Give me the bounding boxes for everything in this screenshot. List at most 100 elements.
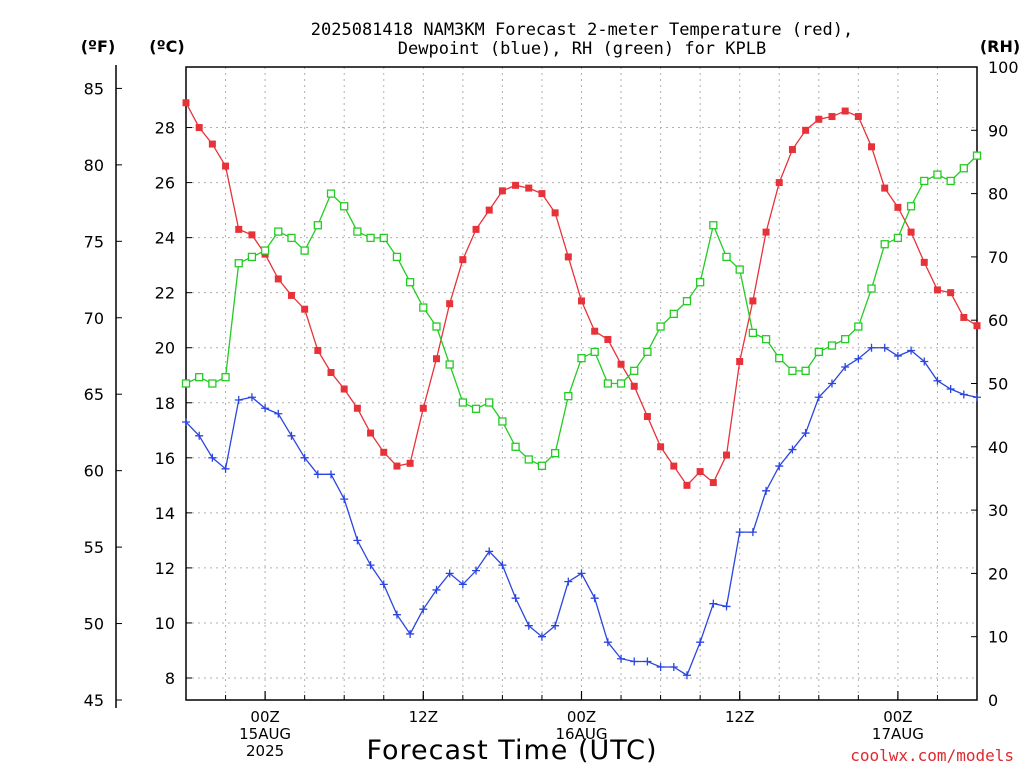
dewpoint-point bbox=[340, 495, 349, 504]
rh-point bbox=[775, 354, 784, 363]
celsius-tick-label: 20 bbox=[155, 339, 175, 358]
dewpoint-point bbox=[327, 470, 336, 479]
dewpoint-point bbox=[788, 445, 797, 454]
temperature-point bbox=[960, 313, 968, 321]
rh-point bbox=[972, 151, 982, 160]
temperature-point bbox=[920, 258, 928, 266]
rh-point bbox=[906, 202, 916, 211]
rh-point bbox=[458, 398, 468, 407]
x-tick-label: 15AUG bbox=[239, 725, 291, 743]
rh-point bbox=[696, 278, 705, 287]
unit-celsius-label: (ºC) bbox=[149, 37, 184, 56]
temperature-point bbox=[235, 225, 243, 233]
temperature-point bbox=[314, 346, 322, 354]
dewpoint-point bbox=[419, 605, 428, 614]
temperature-point bbox=[459, 256, 467, 264]
rh-point bbox=[656, 322, 665, 331]
celsius-tick-label: 10 bbox=[155, 614, 175, 633]
temperature-point bbox=[208, 140, 216, 148]
x-tick-label: 17AUG bbox=[872, 725, 924, 743]
temperature-point bbox=[670, 462, 678, 470]
dewpoint-point bbox=[709, 599, 718, 608]
unit-fahrenheit-label: (ºF) bbox=[81, 37, 116, 56]
rh-point bbox=[867, 284, 876, 293]
rh-point bbox=[537, 461, 547, 470]
rh-point bbox=[801, 366, 810, 375]
rh-tick-label: 20 bbox=[988, 564, 1008, 583]
rh-tick-label: 60 bbox=[988, 311, 1008, 330]
rh-point bbox=[366, 233, 375, 243]
rh-point bbox=[405, 278, 415, 287]
fahrenheit-tick-label: 80 bbox=[84, 156, 104, 175]
rh-tick-label: 70 bbox=[988, 248, 1008, 267]
dewpoint-point bbox=[854, 354, 863, 363]
dewpoint-point bbox=[973, 393, 981, 402]
rh-series bbox=[181, 151, 982, 470]
temperature-point bbox=[643, 413, 651, 421]
temperature-point bbox=[604, 335, 612, 343]
rh-point bbox=[564, 392, 573, 401]
rh-point bbox=[920, 176, 929, 186]
fahrenheit-tick-label: 60 bbox=[84, 462, 104, 481]
dewpoint-point bbox=[406, 629, 415, 638]
rh-point bbox=[761, 335, 771, 344]
dewpoint-point bbox=[247, 393, 256, 402]
rh-point bbox=[603, 379, 613, 388]
dewpoint-point bbox=[617, 654, 626, 663]
rh-point bbox=[788, 366, 797, 375]
fahrenheit-tick-label: 65 bbox=[84, 385, 104, 404]
dewpoint-point bbox=[577, 569, 586, 578]
temperature-point bbox=[222, 162, 230, 170]
temperature-point bbox=[538, 190, 546, 198]
rh-point bbox=[300, 246, 309, 255]
temperature-point bbox=[683, 481, 691, 489]
temperature-point bbox=[380, 448, 388, 456]
rh-point bbox=[959, 164, 968, 173]
dewpoint-point bbox=[735, 528, 744, 537]
dewpoint-point bbox=[696, 638, 705, 647]
celsius-tick-label: 16 bbox=[155, 449, 175, 468]
dewpoint-point bbox=[195, 431, 204, 440]
temperature-point bbox=[709, 479, 717, 487]
dewpoint-point bbox=[827, 379, 836, 388]
dewpoint-point bbox=[933, 376, 942, 385]
temperature-point bbox=[802, 126, 810, 134]
fahrenheit-tick-label: 45 bbox=[84, 691, 104, 710]
dewpoint-point bbox=[946, 385, 955, 394]
dewpoint-point bbox=[801, 429, 810, 438]
celsius-tick-label: 24 bbox=[155, 229, 175, 248]
temperature-point bbox=[736, 357, 744, 365]
temperature-point bbox=[775, 179, 783, 187]
rh-point bbox=[814, 347, 823, 357]
temperature-point bbox=[815, 115, 823, 123]
temperature-point bbox=[274, 275, 282, 283]
chart-title-line1: 2025081418 NAM3KM Forecast 2-meter Tempe… bbox=[311, 20, 853, 40]
dewpoint-point bbox=[893, 351, 902, 360]
temperature-point bbox=[723, 451, 731, 459]
x-tick-label: 2025 bbox=[246, 742, 284, 760]
fahrenheit-tick-label: 55 bbox=[84, 538, 104, 557]
temperature-point bbox=[591, 327, 599, 335]
x-tick-label: 00Z bbox=[567, 708, 596, 726]
dewpoint-point bbox=[643, 657, 652, 666]
rh-tick-label: 0 bbox=[988, 691, 998, 710]
temperature-point bbox=[512, 181, 520, 189]
dewpoint-point bbox=[775, 462, 784, 471]
celsius-tick-label: 18 bbox=[155, 394, 175, 413]
temperature-point bbox=[881, 184, 889, 192]
rh-point bbox=[590, 347, 599, 357]
temperature-point bbox=[340, 385, 348, 393]
temperature-point bbox=[973, 322, 981, 330]
dewpoint-series bbox=[182, 343, 981, 680]
dewpoint-point bbox=[551, 621, 560, 630]
rh-point bbox=[577, 354, 586, 363]
rh-point bbox=[485, 398, 494, 407]
plot-frame bbox=[185, 66, 978, 701]
temperature-point bbox=[446, 300, 454, 308]
temperature-point bbox=[564, 253, 572, 261]
dewpoint-point bbox=[564, 577, 573, 586]
dewpoint-point bbox=[841, 362, 850, 371]
grid-lines bbox=[186, 67, 977, 700]
dewpoint-point bbox=[353, 536, 362, 545]
rh-point bbox=[392, 252, 402, 262]
